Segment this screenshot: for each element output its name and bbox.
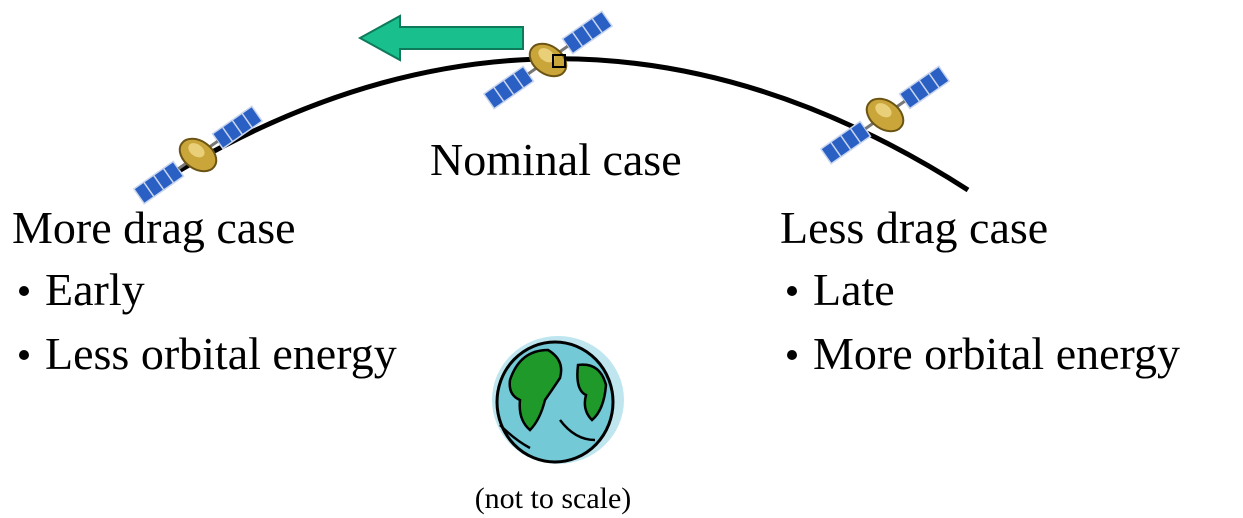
less-drag-title: Less drag case: [780, 202, 1048, 253]
nominal-marker: [552, 54, 566, 68]
more-drag-bullet: Less orbital energy: [45, 328, 397, 379]
bullet: [19, 286, 29, 296]
less-drag-bullet: More orbital energy: [813, 328, 1180, 379]
more-drag-bullet: Early: [45, 264, 145, 315]
bullet: [787, 286, 797, 296]
bullet: [787, 350, 797, 360]
bullet: [19, 350, 29, 360]
scale-note: (not to scale): [475, 482, 632, 515]
nominal-label: Nominal case: [430, 134, 682, 185]
satellite-more-drag: [132, 104, 264, 206]
earth: [492, 336, 624, 464]
satellite-less-drag: [819, 64, 951, 166]
less-drag-bullet: Late: [813, 264, 895, 315]
velocity-arrow: [357, 14, 524, 62]
more-drag-title: More drag case: [12, 202, 296, 253]
